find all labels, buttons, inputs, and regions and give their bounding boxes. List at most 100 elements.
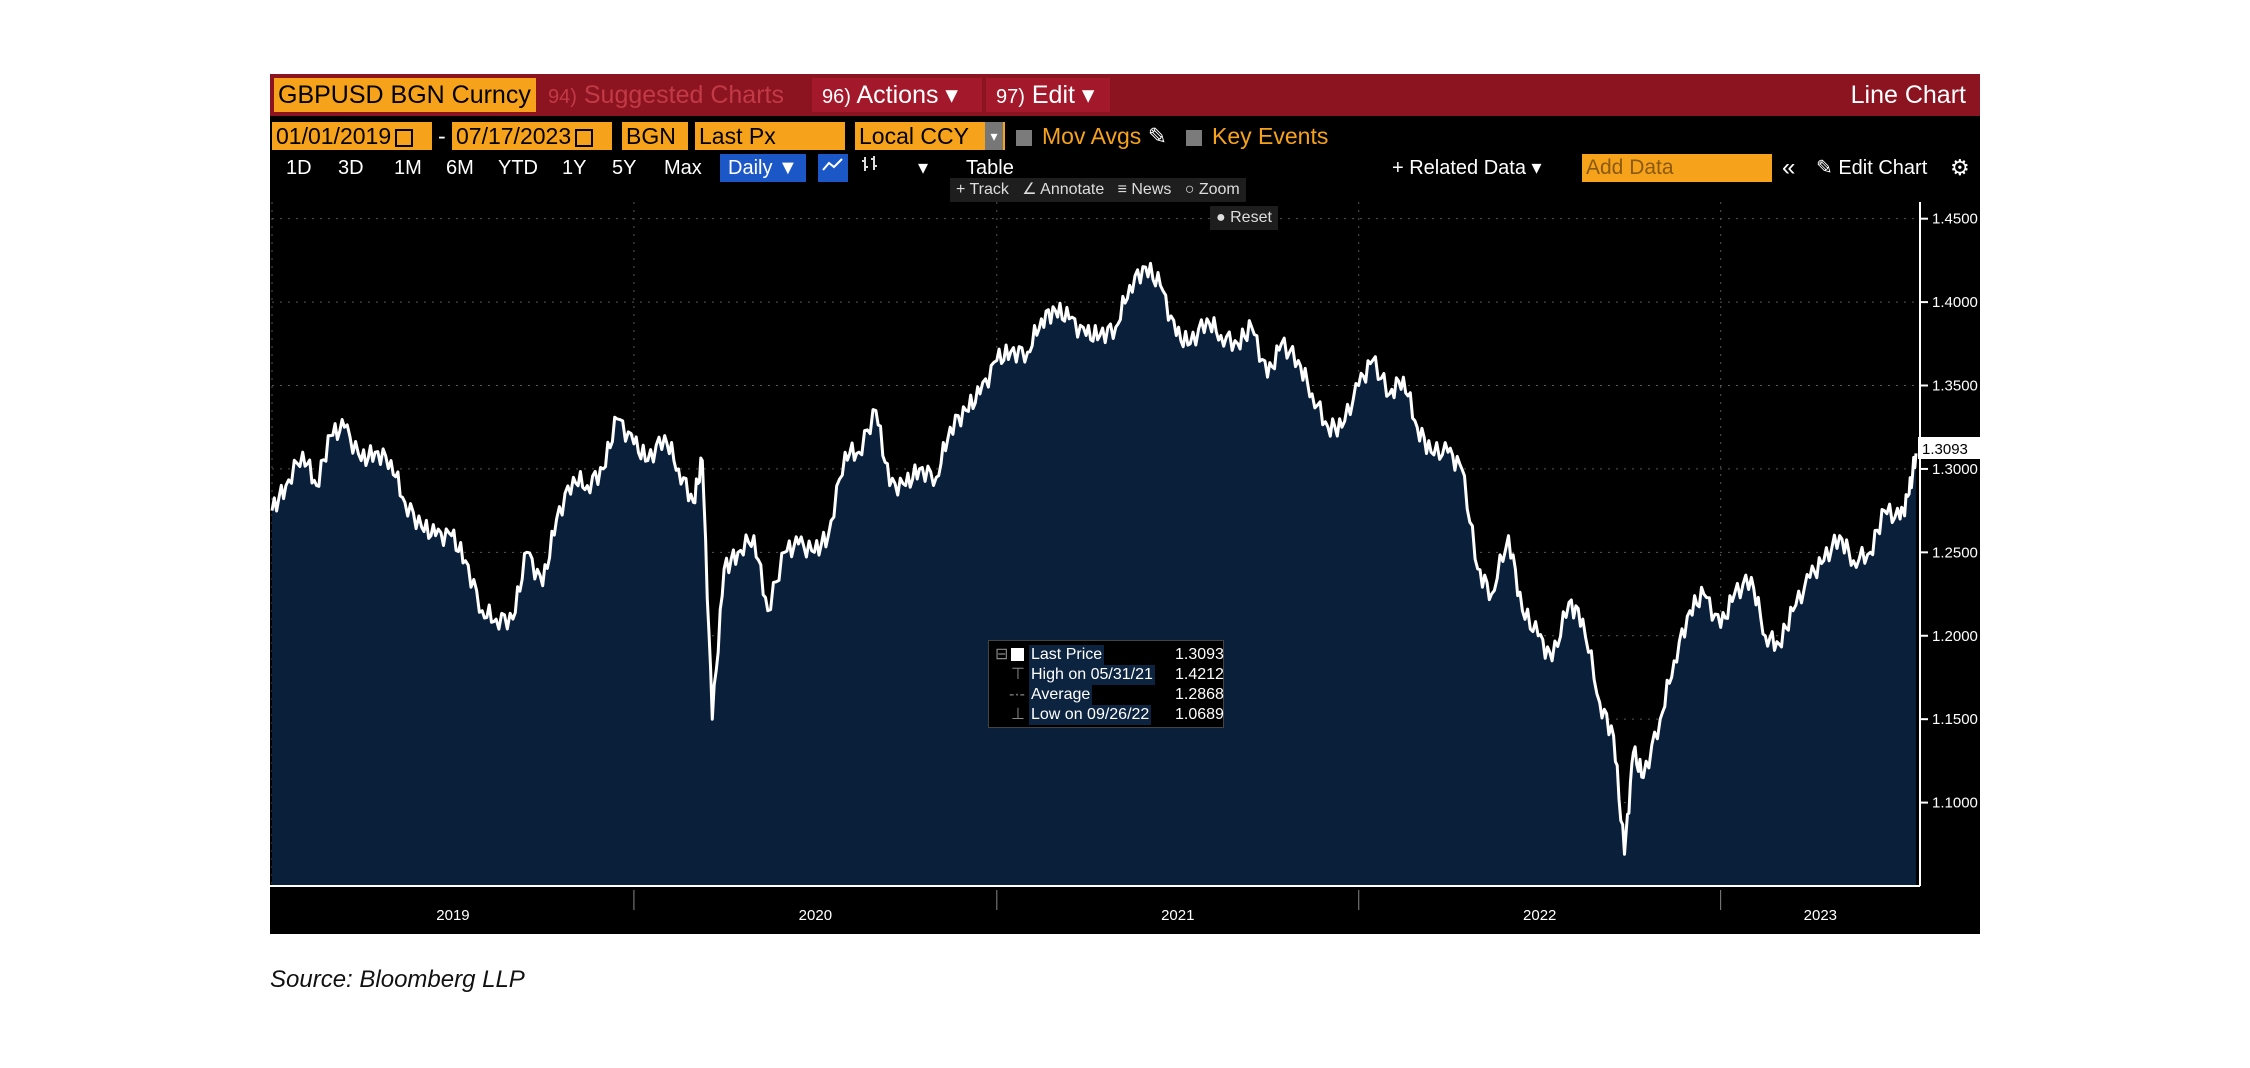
high-marker-icon: ⊤ <box>1011 666 1025 683</box>
suggested-label: Suggested Charts <box>583 81 784 109</box>
parameters-row: 01/01/2019 - 07/17/2023 BGN Last Px Loca… <box>270 122 1980 152</box>
range-5y[interactable]: 5Y <box>612 157 637 179</box>
y-tick-label: 1.3000 <box>1932 461 1978 478</box>
chevron-down-icon: ▾ <box>985 122 1003 150</box>
actions-num: 96) <box>822 86 851 108</box>
suggested-charts-button[interactable]: 94) Suggested Charts <box>540 78 1076 112</box>
price-line <box>270 261 1918 856</box>
high-value: 1.4212 <box>1175 666 1224 683</box>
y-tick-label: 1.1000 <box>1932 795 1978 812</box>
y-tick-label: 1.3500 <box>1932 378 1978 395</box>
zoom-tool[interactable]: ○ Zoom <box>1185 181 1240 198</box>
pencil-icon: ✎ <box>1816 157 1833 179</box>
expand-icon[interactable]: ⊟ <box>995 646 1009 663</box>
actions-label: Actions ▾ <box>856 81 958 109</box>
mov-avgs-label: Mov Avgs <box>1042 123 1142 149</box>
legend-box: ⊟ Last Price 1.3093 ⊤ High on 05/31/21 1… <box>988 640 1224 728</box>
y-tick-label: 1.4000 <box>1932 294 1978 311</box>
legend-last-price: ⊟ Last Price 1.3093 <box>989 645 1224 665</box>
range-3d[interactable]: 3D <box>338 157 364 179</box>
y-tick-label: 1.4500 <box>1932 211 1978 228</box>
range-max[interactable]: Max <box>664 157 702 179</box>
calendar-icon[interactable] <box>575 128 594 147</box>
legend-low: ⊥ Low on 09/26/22 1.0689 <box>989 705 1224 725</box>
average-marker-icon: -·- <box>1009 686 1025 703</box>
range-1y[interactable]: 1Y <box>562 157 587 179</box>
range-6m[interactable]: 6M <box>446 157 474 179</box>
pen-icon: ∠ <box>1022 181 1037 198</box>
chart-options-dropdown[interactable]: ▾ <box>918 157 929 179</box>
chart-tools: + Track ∠ Annotate ≡ News ○ Zoom <box>950 178 1246 202</box>
start-date-value: 01/01/2019 <box>276 123 392 149</box>
suggested-num: 94) <box>548 86 577 108</box>
start-date-input[interactable]: 01/01/2019 <box>272 122 432 150</box>
collapse-icon[interactable]: « <box>1782 154 1796 181</box>
bloomberg-terminal: 1.1000 1.1500 1.2000 1.2500 1.3000 1.3500 1.40… <box>270 74 1980 934</box>
white-square-icon <box>1011 648 1024 661</box>
key-events-toggle[interactable]: Key Events <box>1186 122 1328 150</box>
annotate-label: Annotate <box>1040 181 1105 198</box>
edit-num: 97) <box>996 86 1025 108</box>
low-value: 1.0689 <box>1175 706 1224 723</box>
related-data-button[interactable]: + Related Data ▾ <box>1392 157 1542 179</box>
pencil-icon[interactable]: ✎ <box>1147 123 1167 149</box>
crosshair-icon: + <box>956 181 966 198</box>
y-tick-label: 1.2500 <box>1932 544 1978 561</box>
news-icon: ≡ <box>1117 181 1127 198</box>
end-date-input[interactable]: 07/17/2023 <box>452 122 612 150</box>
mov-avgs-toggle[interactable]: Mov Avgs ✎ <box>1016 122 1167 150</box>
price-area-fill <box>272 263 1916 886</box>
x-tick-label: 2023 <box>1804 907 1837 924</box>
reset-button[interactable]: ● Reset <box>1210 206 1278 230</box>
table-button[interactable]: Table <box>966 157 1014 179</box>
calendar-icon[interactable] <box>395 128 414 147</box>
range-ytd[interactable]: YTD <box>498 157 538 179</box>
y-tick-label: 1.2000 <box>1932 628 1978 645</box>
line-chart[interactable]: 1.1000 1.1500 1.2000 1.2500 1.3000 1.3500 1.40… <box>270 74 1980 934</box>
ticker-field[interactable]: GBPUSD BGN Curncy <box>274 78 536 112</box>
news-tool[interactable]: ≡ News <box>1118 181 1172 198</box>
legend-high: ⊤ High on 05/31/21 1.4212 <box>989 665 1224 685</box>
annotate-tool[interactable]: ∠ Annotate <box>1022 181 1104 198</box>
add-data-input[interactable]: Add Data <box>1582 154 1772 182</box>
range-1d[interactable]: 1D <box>286 157 312 179</box>
checkbox-icon[interactable] <box>1186 129 1202 146</box>
reset-icon: ● <box>1216 209 1226 226</box>
track-tool[interactable]: + Track <box>956 181 1009 198</box>
field-input[interactable]: Last Px <box>695 122 845 150</box>
range-1m[interactable]: 1M <box>394 157 422 179</box>
date-separator: - <box>438 123 446 149</box>
end-date-value: 07/17/2023 <box>456 123 572 149</box>
average-label: Average <box>1029 685 1093 705</box>
x-tick-label: 2019 <box>436 907 469 924</box>
high-label: High on 05/31/21 <box>1029 665 1155 685</box>
pricing-source-input[interactable]: BGN <box>622 122 688 150</box>
source-caption: Source: Bloomberg LLP <box>270 966 525 993</box>
legend-average: -·- Average 1.2868 <box>989 685 1224 705</box>
key-events-label: Key Events <box>1212 123 1329 149</box>
range-toolbar: 1D 3D 1M 6M YTD 1Y 5Y Max Daily ▼ ▾ Tabl… <box>270 154 1980 182</box>
currency-select[interactable]: Local CCY ▾ <box>855 122 1005 150</box>
x-tick-label: 2020 <box>799 907 832 924</box>
currency-value: Local CCY <box>859 123 969 149</box>
edit-menu-button[interactable]: 97) Edit ▾ <box>986 78 1110 112</box>
y-tick-label: 1.1500 <box>1932 711 1978 728</box>
last-price-tag-label: 1.3093 <box>1922 441 1968 458</box>
line-chart-icon[interactable] <box>818 154 848 182</box>
title-bar: GBPUSD BGN Curncy 94) Suggested Charts 9… <box>270 74 1980 116</box>
last-price-value: 1.3093 <box>1175 646 1224 663</box>
bar-chart-icon[interactable] <box>860 154 882 182</box>
magnifier-icon: ○ <box>1184 181 1195 198</box>
gear-icon[interactable]: ⚙ <box>1950 155 1970 180</box>
checkbox-icon[interactable] <box>1016 129 1032 146</box>
actions-menu-button[interactable]: 96) Actions ▾ <box>812 78 982 112</box>
chart-type-title: Line Chart <box>1850 81 1966 109</box>
zoom-label: Zoom <box>1198 181 1240 198</box>
last-price-label: Last Price <box>1029 645 1105 665</box>
average-value: 1.2868 <box>1175 686 1224 703</box>
edit-label: Edit ▾ <box>1031 81 1095 109</box>
frequency-select[interactable]: Daily ▼ <box>720 154 806 182</box>
news-label: News <box>1131 181 1172 198</box>
track-label: Track <box>969 181 1009 198</box>
edit-chart-button[interactable]: ✎ Edit Chart <box>1816 154 1927 182</box>
